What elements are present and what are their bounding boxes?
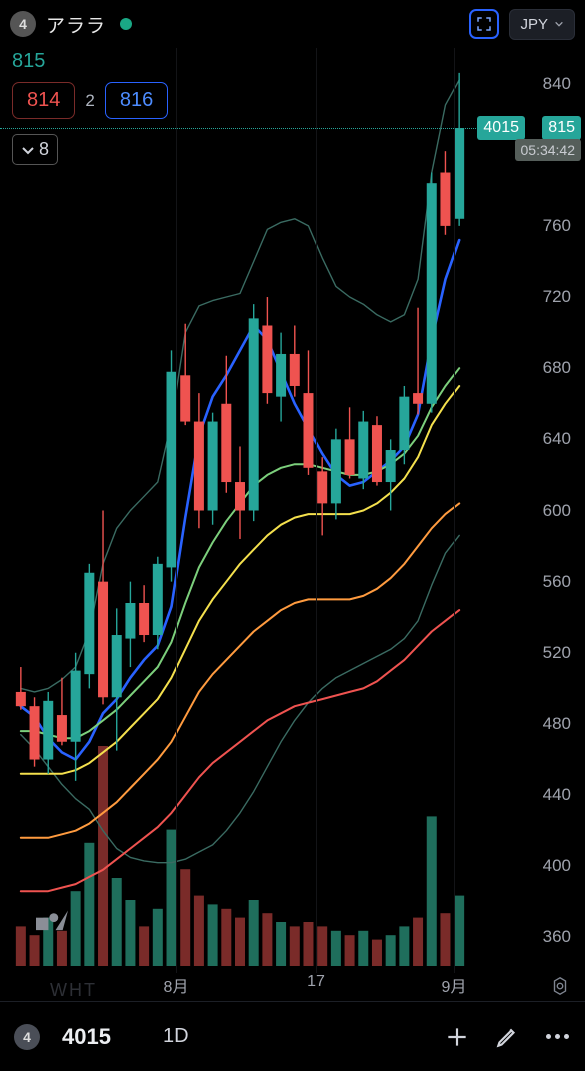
timeframe-button[interactable]: 1D xyxy=(163,1025,189,1048)
watchlist-badge[interactable]: 4 xyxy=(10,11,36,37)
y-tick-label: 720 xyxy=(543,287,571,307)
grid-line xyxy=(176,48,177,973)
bottom-toolbar: 4 4015 1D xyxy=(0,1001,585,1071)
tradingview-logo[interactable] xyxy=(36,909,68,937)
chart-settings-button[interactable] xyxy=(549,975,571,997)
fullscreen-icon xyxy=(475,15,493,33)
grid-line xyxy=(454,48,455,973)
more-button[interactable] xyxy=(543,1023,571,1051)
top-toolbar: 4 アララ JPY xyxy=(0,0,585,48)
y-tick-label: 440 xyxy=(543,785,571,805)
y-tick-label: 520 xyxy=(543,643,571,663)
y-tick-label: 360 xyxy=(543,927,571,947)
ticker-tag: 4015 xyxy=(477,116,525,140)
draw-button[interactable] xyxy=(493,1023,521,1051)
prev-symbol-hint: WHT xyxy=(50,980,97,1001)
y-tick-label: 640 xyxy=(543,429,571,449)
x-tick-label: 17 xyxy=(307,973,325,991)
price-tag: 815 xyxy=(542,116,581,140)
fullscreen-button[interactable] xyxy=(469,9,499,39)
y-tick-label: 760 xyxy=(543,216,571,236)
add-button[interactable] xyxy=(443,1023,471,1051)
plus-icon xyxy=(444,1024,470,1050)
y-tick-label: 840 xyxy=(543,74,571,94)
symbol-name[interactable]: アララ xyxy=(46,11,106,38)
grid-line xyxy=(316,48,317,973)
chart-area[interactable] xyxy=(0,48,480,973)
last-price-line xyxy=(0,128,480,129)
tradingview-icon xyxy=(36,909,68,937)
x-tick-label: 8月 xyxy=(164,973,189,997)
countdown-tag: 05:34:42 xyxy=(515,139,582,161)
currency-label: JPY xyxy=(520,16,548,33)
dots-icon xyxy=(546,1034,569,1039)
price-axis[interactable]: 360 400 440 480 520 560 600 640 680 720 760 840 4015… xyxy=(480,48,585,973)
x-tick-label: 9月 xyxy=(442,973,467,997)
symbol-badge[interactable]: 4 xyxy=(14,1024,40,1050)
pencil-icon xyxy=(494,1024,520,1050)
y-tick-label: 680 xyxy=(543,358,571,378)
y-tick-label: 600 xyxy=(543,501,571,521)
y-tick-label: 400 xyxy=(543,856,571,876)
gear-icon xyxy=(549,975,571,997)
y-tick-label: 560 xyxy=(543,572,571,592)
chart-canvas xyxy=(0,48,480,973)
market-status-dot xyxy=(120,18,132,30)
y-tick-label: 480 xyxy=(543,714,571,734)
chevron-down-icon xyxy=(554,19,564,29)
symbol-code[interactable]: 4015 xyxy=(62,1024,111,1050)
currency-select[interactable]: JPY xyxy=(509,9,575,40)
